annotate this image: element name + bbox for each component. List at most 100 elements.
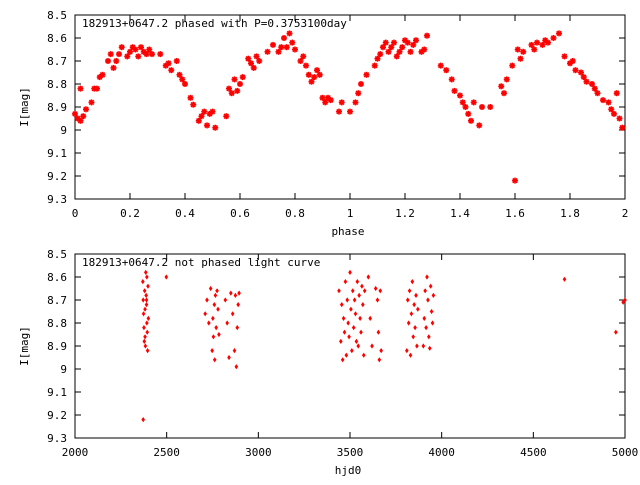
- unphased-data-point: [623, 297, 627, 303]
- phased-data-point: [396, 48, 403, 55]
- unphased-data-point: [350, 288, 355, 294]
- phased-data-point: [410, 41, 417, 48]
- unphased-data-point: [405, 297, 410, 303]
- unphased-data-point: [361, 302, 365, 308]
- phased-y-tick-label: 8.6: [47, 32, 67, 45]
- phased-x-tick-label: 1.8: [560, 207, 580, 220]
- phased-data-point: [421, 46, 428, 53]
- phased-x-tick-label: 2: [622, 207, 629, 220]
- phased-data-point: [391, 39, 397, 46]
- phased-data-point: [363, 71, 370, 78]
- phased-data-point: [580, 74, 587, 81]
- unphased-data-point: [214, 325, 218, 331]
- phased-data-point: [611, 110, 617, 117]
- unphased-data-point: [141, 417, 145, 423]
- unphased-data-point: [422, 315, 427, 321]
- unphased-data-point: [359, 329, 363, 335]
- unphased-y-tick-label: 8.7: [47, 294, 67, 307]
- phased-data-point: [465, 110, 472, 117]
- unphased-data-point: [414, 292, 418, 298]
- phased-data-point: [195, 117, 202, 124]
- unphased-y-tick-label: 9.2: [47, 409, 67, 422]
- unphased-data-point: [379, 348, 383, 354]
- unphased-data-point: [355, 279, 360, 285]
- phased-data-point: [256, 58, 263, 64]
- phased-data-point: [253, 53, 260, 60]
- phased-y-tick-label: 9: [60, 124, 67, 137]
- phased-data-point: [413, 37, 419, 44]
- phased-y-tick-label: 8.9: [47, 101, 67, 114]
- phased-data-point: [113, 58, 120, 64]
- unphased-data-point: [425, 274, 429, 280]
- phased-data-point: [404, 39, 411, 46]
- phased-data-point: [231, 76, 238, 83]
- unphased-data-point: [427, 334, 431, 340]
- phased-data-point: [591, 85, 598, 92]
- unphased-data-point: [360, 283, 364, 289]
- phased-data-point: [613, 90, 620, 97]
- phased-data-point: [204, 122, 210, 129]
- phased-data-point: [250, 64, 257, 71]
- unphased-data-point: [210, 348, 214, 354]
- unphased-data-point: [368, 315, 372, 321]
- phased-data-point: [451, 87, 458, 94]
- unphased-data-point: [343, 279, 348, 285]
- phased-data-point: [487, 104, 494, 110]
- unphased-y-tick-label: 9: [60, 363, 67, 376]
- unphased-data-point: [351, 325, 356, 331]
- phased-data-point: [534, 39, 540, 46]
- unphased-data-point: [216, 306, 220, 312]
- phased-data-point: [107, 51, 114, 58]
- unphased-data-point: [426, 297, 430, 303]
- unphased-y-axis-label: I[mag]: [18, 326, 31, 366]
- unphased-chart-title: 182913+0647.2 not phased light curve: [82, 256, 320, 269]
- unphased-data-point: [353, 311, 358, 317]
- phased-data-point: [311, 74, 318, 81]
- phased-data-point: [176, 71, 183, 78]
- unphased-data-point: [406, 320, 411, 326]
- phased-y-tick-label: 9.1: [47, 147, 67, 160]
- unphased-x-tick-label: 2500: [153, 446, 180, 459]
- unphased-data-point: [212, 357, 217, 363]
- phased-x-tick-label: 1.4: [450, 207, 470, 220]
- unphased-data-point: [408, 352, 413, 358]
- unphased-y-tick-label: 8.5: [47, 248, 67, 261]
- unphased-data-point: [424, 325, 428, 331]
- phased-data-point: [124, 53, 131, 60]
- phased-data-point: [608, 106, 615, 113]
- phased-data-point: [578, 69, 584, 76]
- phased-data-point: [305, 71, 312, 78]
- phased-data-point: [424, 32, 430, 39]
- phased-data-point: [292, 46, 298, 53]
- phased-data-point: [338, 99, 345, 106]
- unphased-data-point: [141, 297, 145, 303]
- phased-data-point: [283, 44, 290, 51]
- unphased-data-point: [361, 352, 366, 358]
- phased-data-point: [138, 44, 144, 51]
- unphased-data-point: [205, 297, 209, 303]
- phased-data-point: [94, 85, 100, 92]
- unphased-data-point: [229, 290, 233, 296]
- phased-data-point: [275, 48, 282, 55]
- phased-data-point: [118, 44, 125, 51]
- phased-data-point: [503, 76, 510, 83]
- phased-data-point: [132, 46, 139, 53]
- phased-data-point: [245, 55, 252, 62]
- phased-data-point: [528, 41, 535, 48]
- phased-x-axis-label: phase: [331, 225, 364, 238]
- unphased-data-point: [223, 297, 228, 303]
- phased-data-point: [289, 39, 296, 46]
- phased-data-point: [88, 99, 95, 106]
- phased-data-point: [462, 104, 469, 110]
- phased-data-point: [352, 99, 359, 106]
- phased-data-point: [545, 39, 551, 46]
- unphased-data-point: [347, 334, 351, 340]
- unphased-data-point: [376, 329, 381, 335]
- phased-data-point: [583, 78, 590, 85]
- phased-y-tick-label: 8.8: [47, 78, 67, 91]
- phased-y-tick-label: 8.5: [47, 9, 67, 22]
- unphased-data-point: [349, 306, 353, 312]
- phased-data-point: [616, 115, 623, 122]
- phased-x-tick-label: 1.2: [395, 207, 415, 220]
- unphased-y-ticks: 8.5 8.6 8.7 8.8 8.9 9 9.1 9.2 9.3: [47, 248, 625, 445]
